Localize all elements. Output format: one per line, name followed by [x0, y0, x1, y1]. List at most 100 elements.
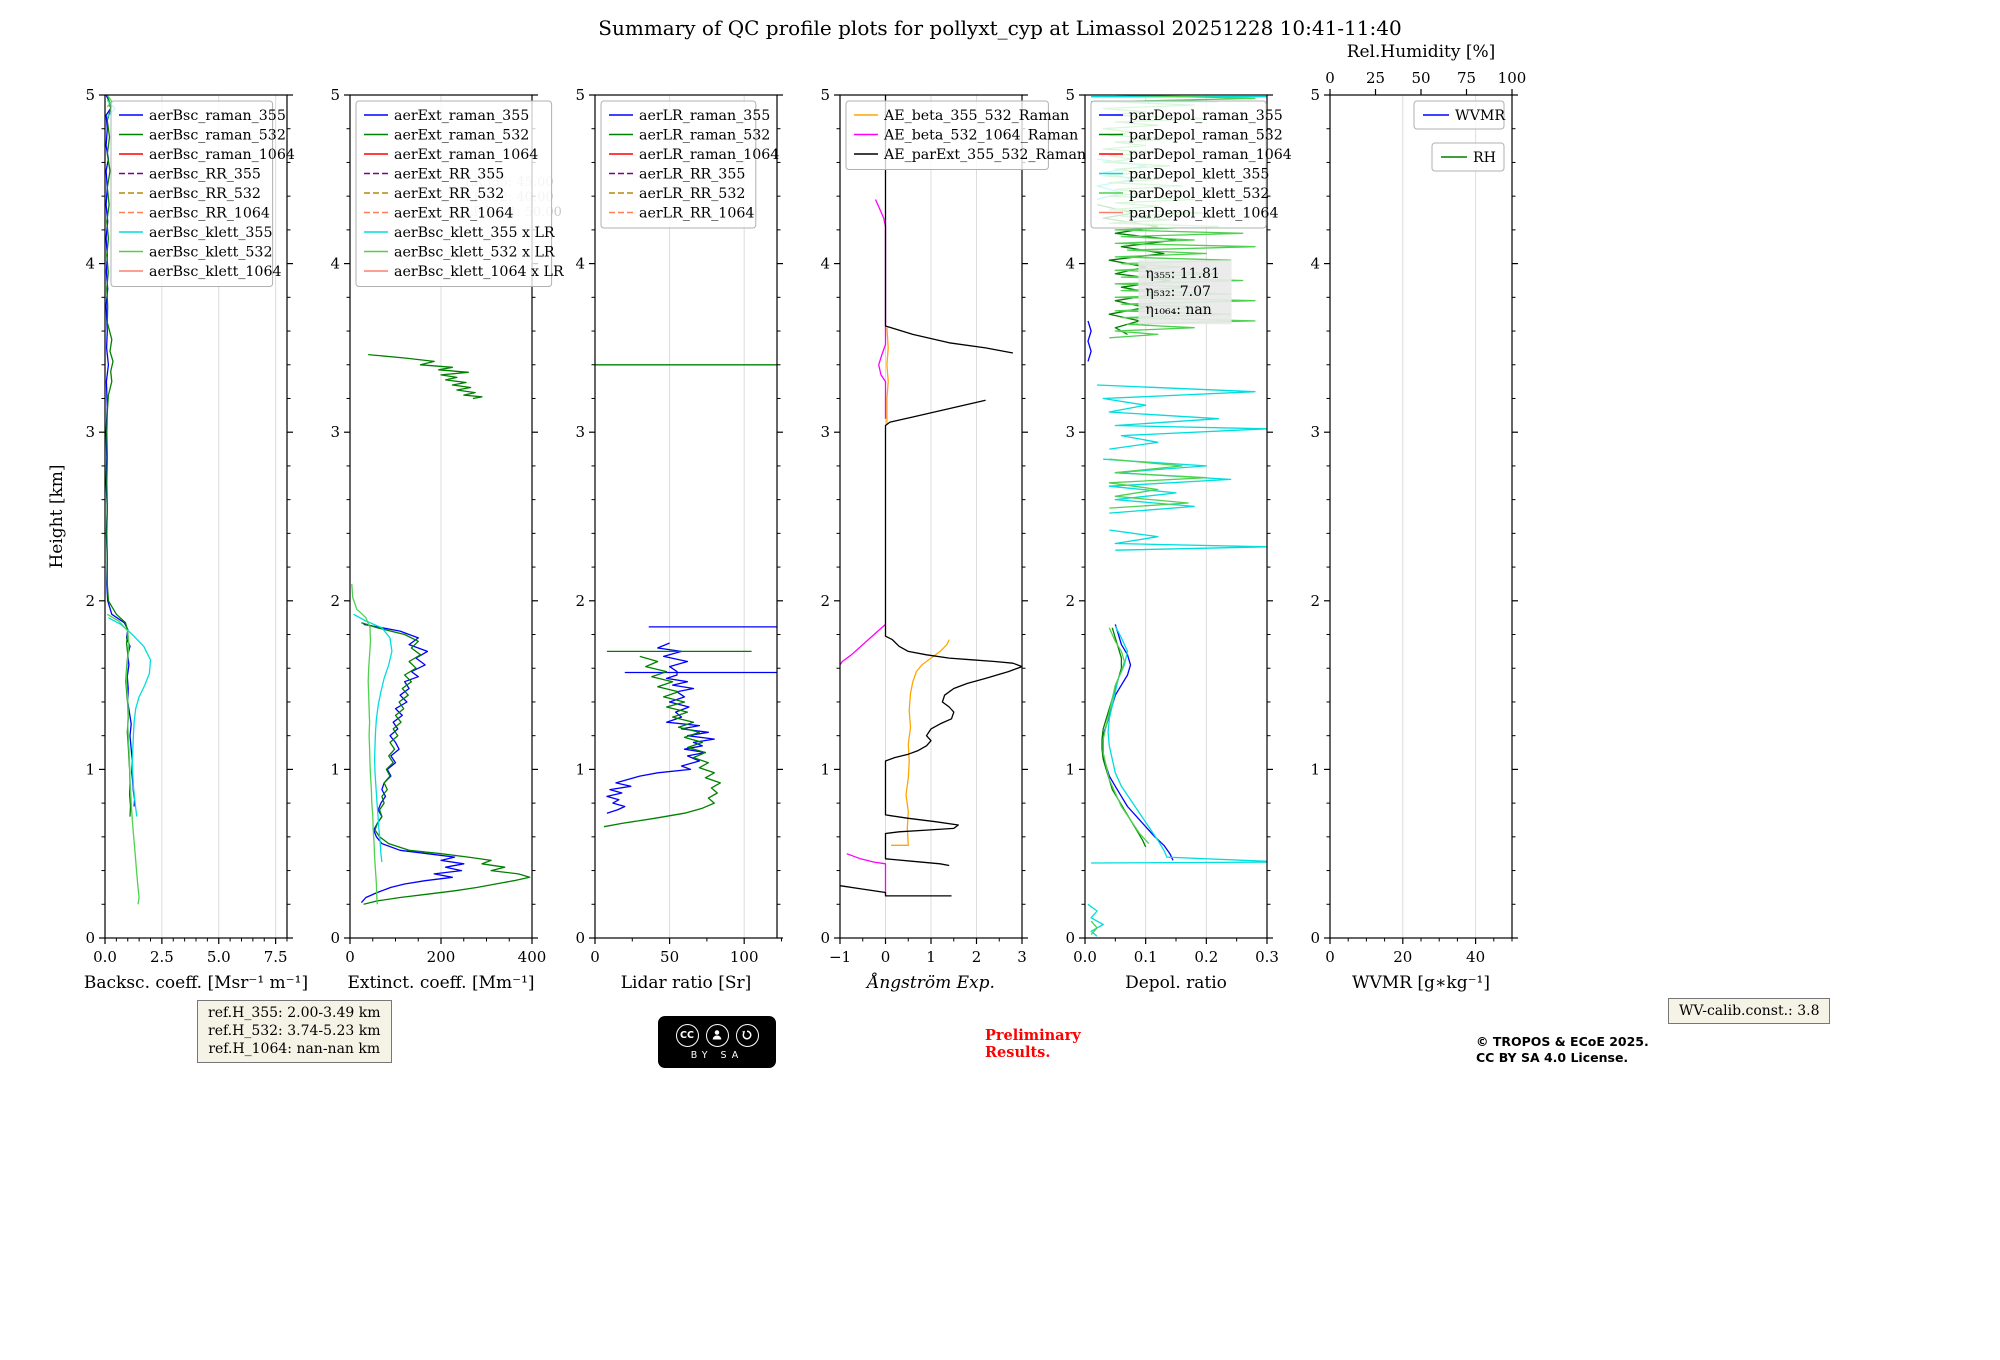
svg-text:2: 2 [972, 948, 982, 966]
svg-text:40: 40 [1466, 948, 1485, 966]
cc-icon: CC [675, 1023, 699, 1047]
svg-text:aerLR_raman_355: aerLR_raman_355 [639, 108, 770, 124]
svg-text:0: 0 [820, 929, 830, 947]
svg-text:100: 100 [1498, 69, 1527, 87]
svg-text:0: 0 [1310, 929, 1320, 947]
legend-box-lidar-ratio [600, 100, 757, 229]
svg-text:aerLR_RR_532: aerLR_RR_532 [639, 186, 745, 202]
svg-text:WVMR: WVMR [1455, 108, 1506, 124]
series-aerLR_raman_355 [606, 626, 777, 814]
svg-text:0: 0 [881, 948, 891, 966]
cc-icons-row: CC [675, 1023, 759, 1047]
panel-wvmr: 0 20 40 0 1 2 3 4 5 WVMR [g∗kg⁻¹] 0 25 50 75 100Rel.Hu… [1310, 42, 1526, 993]
ref-height-box: ref.H_355: 2.00-3.49 km ref.H_532: 3.74-… [197, 1000, 392, 1063]
svg-text:parDepol_klett_355: parDepol_klett_355 [1129, 167, 1269, 183]
svg-text:aerBsc_klett_532: aerBsc_klett_532 [149, 245, 273, 261]
legend-box-angstrom [845, 100, 1049, 170]
preliminary-note: Preliminary Results. [985, 1027, 1081, 1061]
svg-text:0.0: 0.0 [93, 948, 117, 966]
y-axis-label: Height [km] [47, 464, 67, 568]
svg-text:aerExt_raman_355: aerExt_raman_355 [394, 108, 529, 124]
svg-text:Lidar ratio [Sr]: Lidar ratio [Sr] [621, 973, 751, 993]
svg-text:aerExt_RR_532: aerExt_RR_532 [394, 186, 504, 202]
svg-text:1: 1 [926, 948, 936, 966]
cc-caption: BY SA [690, 1049, 744, 1061]
preliminary-line-2: Results. [985, 1043, 1051, 1061]
svg-text:parDepol_raman_355: parDepol_raman_355 [1129, 108, 1283, 124]
svg-text:3: 3 [575, 423, 585, 441]
ref-height-532: ref.H_532: 3.74-5.23 km [208, 1023, 381, 1040]
svg-text:0.2: 0.2 [1194, 948, 1218, 966]
svg-text:aerExt_raman_1064: aerExt_raman_1064 [394, 147, 538, 163]
svg-text:1: 1 [1310, 760, 1320, 778]
svg-text:parDepol_raman_1064: parDepol_raman_1064 [1129, 147, 1292, 163]
ref-height-1064: ref.H_1064: nan-nan km [208, 1041, 381, 1058]
series-parDepol_raman_355 [1087, 320, 1174, 861]
series-AE_beta_532_1064_Raman [839, 199, 887, 895]
svg-text:2: 2 [85, 592, 95, 610]
legend-box-backscatter [110, 100, 274, 287]
svg-text:parDepol_raman_532: parDepol_raman_532 [1129, 128, 1283, 144]
svg-text:4: 4 [820, 255, 830, 273]
svg-text:aerExt_RR_1064: aerExt_RR_1064 [394, 206, 513, 222]
svg-text:5: 5 [575, 86, 585, 104]
svg-text:aerBsc_klett_532 x LR: aerBsc_klett_532 x LR [394, 245, 556, 261]
cc-license-badge: CC BY SA [658, 1016, 776, 1068]
svg-text:0.3: 0.3 [1255, 948, 1279, 966]
svg-text:0: 0 [85, 929, 95, 947]
eta-annotation-box [1138, 260, 1232, 325]
svg-text:3: 3 [820, 423, 830, 441]
svg-text:WVMR [g∗kg⁻¹]: WVMR [g∗kg⁻¹] [1352, 973, 1490, 993]
svg-text:parDepol_klett_532: parDepol_klett_532 [1129, 186, 1269, 202]
svg-text:4: 4 [1065, 255, 1075, 273]
series-aerExt_raman_355 [360, 623, 465, 904]
svg-text:5: 5 [1065, 86, 1075, 104]
svg-text:Depol. ratio: Depol. ratio [1125, 973, 1227, 993]
svg-text:Ångström Exp.: Ångström Exp. [865, 972, 995, 993]
credit-note: © TROPOS & ECoE 2025. CC BY SA 4.0 Licen… [1476, 1034, 1649, 1065]
svg-text:aerExt_raman_532: aerExt_raman_532 [394, 128, 529, 144]
svg-text:0: 0 [345, 948, 355, 966]
svg-text:200: 200 [427, 948, 456, 966]
svg-text:100: 100 [730, 948, 759, 966]
svg-text:2: 2 [575, 592, 585, 610]
svg-text:aerLR_raman_1064: aerLR_raman_1064 [639, 147, 779, 163]
svg-text:5: 5 [85, 86, 95, 104]
svg-text:0: 0 [1325, 69, 1335, 87]
svg-text:0: 0 [1065, 929, 1075, 947]
cc-sharealike-arrow-icon [735, 1023, 759, 1047]
svg-text:aerBsc_RR_532: aerBsc_RR_532 [149, 186, 261, 202]
svg-text:aerBsc_RR_1064: aerBsc_RR_1064 [149, 206, 270, 222]
svg-text:Extinct. coeff. [Mm⁻¹]: Extinct. coeff. [Mm⁻¹] [347, 973, 534, 993]
svg-text:AE_beta_355_532_Raman: AE_beta_355_532_Raman [883, 108, 1069, 124]
svg-text:aerBsc_raman_532: aerBsc_raman_532 [149, 128, 286, 144]
svg-text:0: 0 [575, 929, 585, 947]
wv-calib-box: WV-calib.const.: 3.8 [1668, 998, 1831, 1025]
legend-box-depol [1090, 100, 1267, 229]
svg-text:4: 4 [330, 255, 340, 273]
svg-text:75: 75 [1457, 69, 1476, 87]
series-aerBsc_klett_355_x_LR [353, 613, 393, 863]
svg-text:25: 25 [1366, 69, 1385, 87]
svg-text:1: 1 [575, 760, 585, 778]
svg-text:aerExt_RR_355: aerExt_RR_355 [394, 167, 504, 183]
svg-text:20: 20 [1393, 948, 1412, 966]
svg-text:2: 2 [1065, 592, 1075, 610]
svg-text:aerLR_RR_1064: aerLR_RR_1064 [639, 206, 754, 222]
svg-text:2: 2 [820, 592, 830, 610]
panel-backscatter: 0.0 2.5 5.0 7.5 0 1 2 3 4 5 Backsc. coeff. [Msr⁻¹ … [84, 86, 308, 993]
svg-text:4: 4 [575, 255, 585, 273]
svg-text:η₁₀₆₄: nan: η₁₀₆₄: nan [1145, 302, 1211, 318]
svg-text:aerBsc_raman_1064: aerBsc_raman_1064 [149, 147, 295, 163]
panel-lidar-ratio: 0 50 100 0 1 2 3 4 5 Lidar ratio [Sr] aerLR_raman_… [575, 86, 783, 993]
svg-text:0: 0 [330, 929, 340, 947]
legend-box-extinction [355, 100, 553, 287]
svg-text:aerLR_raman_532: aerLR_raman_532 [639, 128, 770, 144]
svg-text:2: 2 [1310, 592, 1320, 610]
svg-text:AE_beta_532_1064_Raman: AE_beta_532_1064_Raman [883, 128, 1078, 144]
svg-text:Rel.Humidity [%]: Rel.Humidity [%] [1347, 42, 1496, 62]
svg-text:η₅₃₂: 7.07: η₅₃₂: 7.07 [1145, 284, 1211, 300]
